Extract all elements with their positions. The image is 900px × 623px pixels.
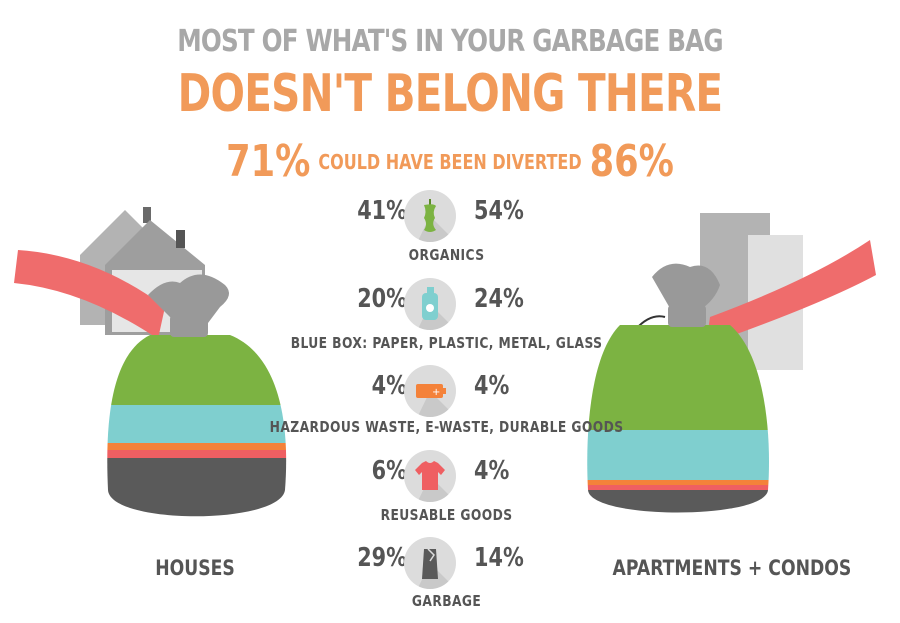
houses-label: HOUSES — [155, 556, 235, 580]
houses-pct: 6% — [371, 456, 407, 486]
diverted-summary: 71% COULD HAVE BEEN DIVERTED 86% — [90, 136, 810, 187]
headline-line2: DOESN'T BELONG THERE — [177, 64, 724, 124]
apartments-pct: 54% — [474, 196, 524, 226]
apartments-label: APARTMENTS + CONDOS — [612, 556, 852, 580]
apartments-diverted-pct: 86% — [589, 136, 674, 187]
houses-illustration — [14, 207, 287, 517]
houses-diverted-pct: 71% — [226, 136, 311, 187]
houses-pct: 4% — [371, 371, 407, 401]
houses-pct: 20% — [357, 284, 407, 314]
arm-shape — [706, 240, 876, 345]
headline-line1: MOST OF WHAT'S IN YOUR GARBAGE BAG — [177, 24, 723, 59]
apartments-pct: 4% — [474, 371, 510, 401]
category-label: HAZARDOUS WASTE, E-WASTE, DURABLE GOODS — [269, 418, 624, 436]
diverted-label: COULD HAVE BEEN DIVERTED — [318, 149, 582, 174]
apartments-illustration — [587, 213, 876, 513]
svg-text:+: + — [432, 387, 440, 398]
battery-icon: + — [404, 365, 456, 417]
apartments-pct: 24% — [474, 284, 524, 314]
arm-shape — [14, 250, 165, 339]
category-label: GARBAGE — [411, 592, 482, 610]
category-label: REUSABLE GOODS — [380, 506, 513, 524]
apartments-garbage-bag — [587, 263, 770, 513]
category-label: ORGANICS — [408, 246, 485, 264]
houses-pct: 41% — [357, 196, 407, 226]
apartments-pct: 14% — [474, 543, 524, 573]
trash-bag-icon — [404, 537, 456, 589]
apartments-pct: 4% — [474, 456, 510, 486]
houses-pct: 29% — [357, 543, 407, 573]
bottle-icon — [404, 278, 456, 330]
apple-core-icon — [404, 190, 456, 242]
shirt-icon — [404, 450, 456, 502]
category-label: BLUE BOX: PAPER, PLASTIC, METAL, GLASS — [290, 334, 603, 352]
